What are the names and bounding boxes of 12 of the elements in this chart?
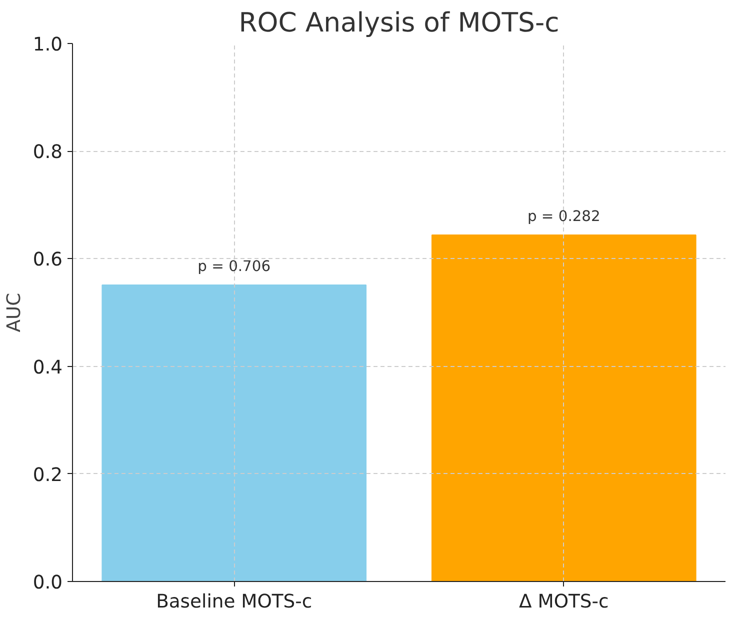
y-axis-title: AUC	[4, 292, 25, 332]
y-tick-label: 0.6	[32, 250, 62, 271]
x-tick-label: Δ MOTS-c	[519, 592, 609, 612]
annotation: p = 0.282	[527, 208, 600, 226]
y-tick-label: 0.4	[32, 357, 62, 378]
x-tick-label: Baseline MOTS-c	[156, 592, 312, 612]
annotation: p = 0.706	[198, 258, 271, 276]
chart-title: ROC Analysis of MOTS-c	[238, 8, 560, 38]
y-tick-label: 0.0	[32, 572, 62, 594]
y-tick-label: 0.2	[32, 464, 62, 486]
y-tick-label: 1.0	[32, 34, 62, 56]
y-tick-label: 0.8	[32, 142, 62, 164]
